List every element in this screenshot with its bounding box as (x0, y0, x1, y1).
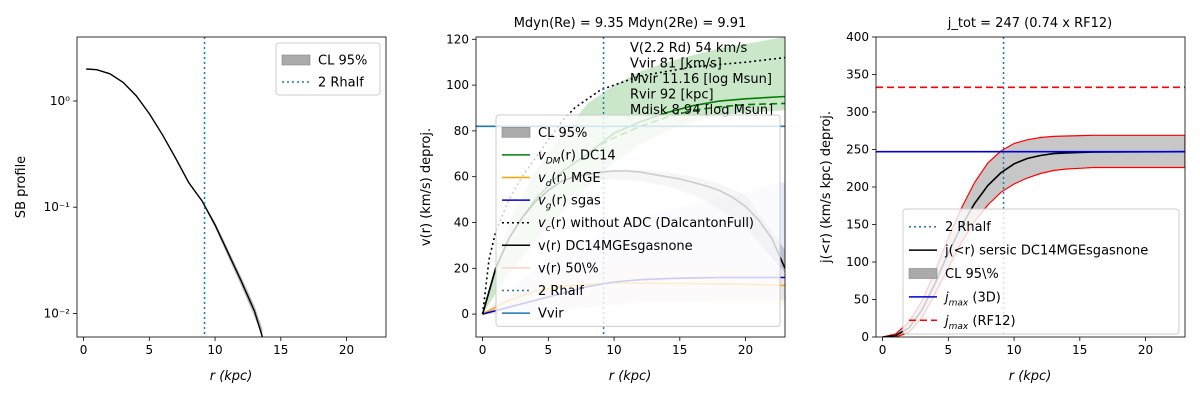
p2-xlabel: r (kpc) (609, 369, 652, 384)
p3-legend-swatch (908, 268, 938, 279)
p3-ytick-label: 300 (846, 105, 869, 119)
p2-xtick-label: 10 (606, 343, 621, 357)
p2-xtick-label: 15 (672, 343, 687, 357)
p2-legend: CL 95% vDM(r) DC14 vd(r) MGE vg(r) sgas vc(r… (495, 114, 781, 327)
p2-legend-box (495, 114, 781, 327)
p2-annotation: V(2.2 Rd) 54 km/s (630, 41, 748, 56)
p3-legend-box (902, 208, 1180, 335)
p1-ytick-label: 10⁰ (50, 94, 70, 108)
p2-legend-label: vd(r) MGE (538, 171, 601, 189)
p1-legend-label: 2 Rhalf (318, 76, 364, 91)
p3-ytick-label: 250 (846, 143, 869, 157)
p2-legend-label: vc(r) without ADC (DalcantonFull) (538, 216, 754, 234)
p1-legend-label: CL 95% (318, 54, 367, 69)
p2-band-2 (482, 37, 785, 315)
p3-ytick-label: 150 (846, 218, 869, 232)
p3-legend: 2 Rhalf j(<r) sersic DC14MGEsgasnone CL 95… (902, 208, 1180, 335)
p1-confidence-band (201, 199, 263, 337)
p3-legend-label: jmax (3D) (943, 290, 1001, 308)
p2-legend-label: v(r) DC14MGEsgasnone (538, 239, 693, 254)
p3-xtick-label: 10 (1006, 343, 1021, 357)
p2-axes-frame (475, 36, 786, 338)
p3-ytick-label: 350 (846, 68, 869, 82)
p2-annotation: Vvir 81 [km/s] (630, 57, 722, 72)
p2-xtick-label: 20 (738, 343, 753, 357)
p1-xtick-label: 10 (207, 343, 222, 357)
p2-legend-swatch (501, 127, 531, 138)
p2-ytick-label: 40 (454, 215, 469, 229)
p2-ytick-label: 0 (461, 307, 469, 321)
p1-ytick-label: 10⁻¹ (44, 200, 71, 214)
p1-ytick-label: 10⁻² (44, 306, 71, 320)
p2-ytick-label: 120 (446, 32, 469, 46)
p3-ytick-label: 100 (846, 255, 869, 269)
p1-xtick-label: 5 (145, 343, 153, 357)
panel-velocity: 0 5 10 15 20 0 20 40 60 80 100 120 Mdyn(Re) = 9.35 … (419, 16, 786, 384)
p2-ylabel: v(r) (km/s) deproj. (419, 128, 434, 246)
p2-xtick-label: 5 (544, 343, 552, 357)
p2-legend-label: 2 Rhalf (538, 284, 584, 299)
p2-ytick-label: 60 (454, 170, 469, 184)
p3-legend-label: 2 Rhalf (945, 220, 991, 235)
p3-legend-label: CL 95\% (945, 267, 999, 282)
p2-legend-label: vg(r) sgas (538, 194, 601, 212)
p3-legend-label: j(<r) sersic DC14MGEsgasnone (944, 244, 1148, 259)
p3-ytick-label: 400 (846, 30, 869, 44)
p2-vdm-dashed-line (600, 102, 785, 146)
p1-legend: CL 95% 2 Rhalf (275, 42, 381, 96)
p1-ylabel: SB profile (14, 156, 29, 218)
p2-annotation: Rvir 92 [kpc] (630, 88, 714, 103)
p3-xtick-label: 15 (1072, 343, 1087, 357)
p1-xlabel: r (kpc) (210, 369, 253, 384)
p2-ytick-label: 100 (446, 78, 469, 92)
p2-legend-label: vDM(r) DC14 (538, 148, 616, 166)
panel-sb-profile: 0 5 10 15 20 10⁻² 10⁻¹ 10⁰ r (kpc) SB profile C… (14, 36, 387, 384)
p3-xtick-label: 20 (1138, 343, 1153, 357)
p1-xtick-label: 20 (339, 343, 354, 357)
p2-xtick-label: 0 (479, 343, 487, 357)
p3-ytick-label: 0 (861, 330, 869, 344)
p2-ytick-label: 20 (454, 261, 469, 275)
p2-legend-label: Vvir (538, 307, 564, 322)
p1-axes-frame (76, 36, 387, 338)
p2-title: Mdyn(Re) = 9.35 Mdyn(2Re) = 9.91 (514, 16, 747, 31)
p1-xtick-label: 0 (80, 343, 88, 357)
p2-legend-label: v(r) 50\% (538, 261, 599, 276)
p3-title: j_tot = 247 (0.74 x RF12) (947, 16, 1112, 31)
p1-sb-profile-line (86, 68, 264, 337)
p2-annotation: Mvir 11.16 [log Msun] (630, 72, 772, 87)
p2-legend-label: CL 95% (538, 126, 587, 141)
p2-ytick-label: 80 (454, 124, 469, 138)
p3-legend-label: jmax (RF12) (943, 314, 1016, 332)
p3-xtick-label: 5 (944, 343, 952, 357)
p3-ylabel: j(<r) (km/s kpc) deproj. (819, 111, 834, 264)
p1-legend-swatch (281, 54, 311, 66)
p1-xtick-label: 15 (273, 343, 288, 357)
p2-annotation: Mdisk 8.94 [log Msun] (630, 103, 773, 118)
p3-xlabel: r (kpc) (1009, 369, 1052, 384)
p3-xtick-label: 0 (879, 343, 887, 357)
p3-ytick-label: 200 (846, 180, 869, 194)
p3-ytick-label: 50 (854, 293, 869, 307)
